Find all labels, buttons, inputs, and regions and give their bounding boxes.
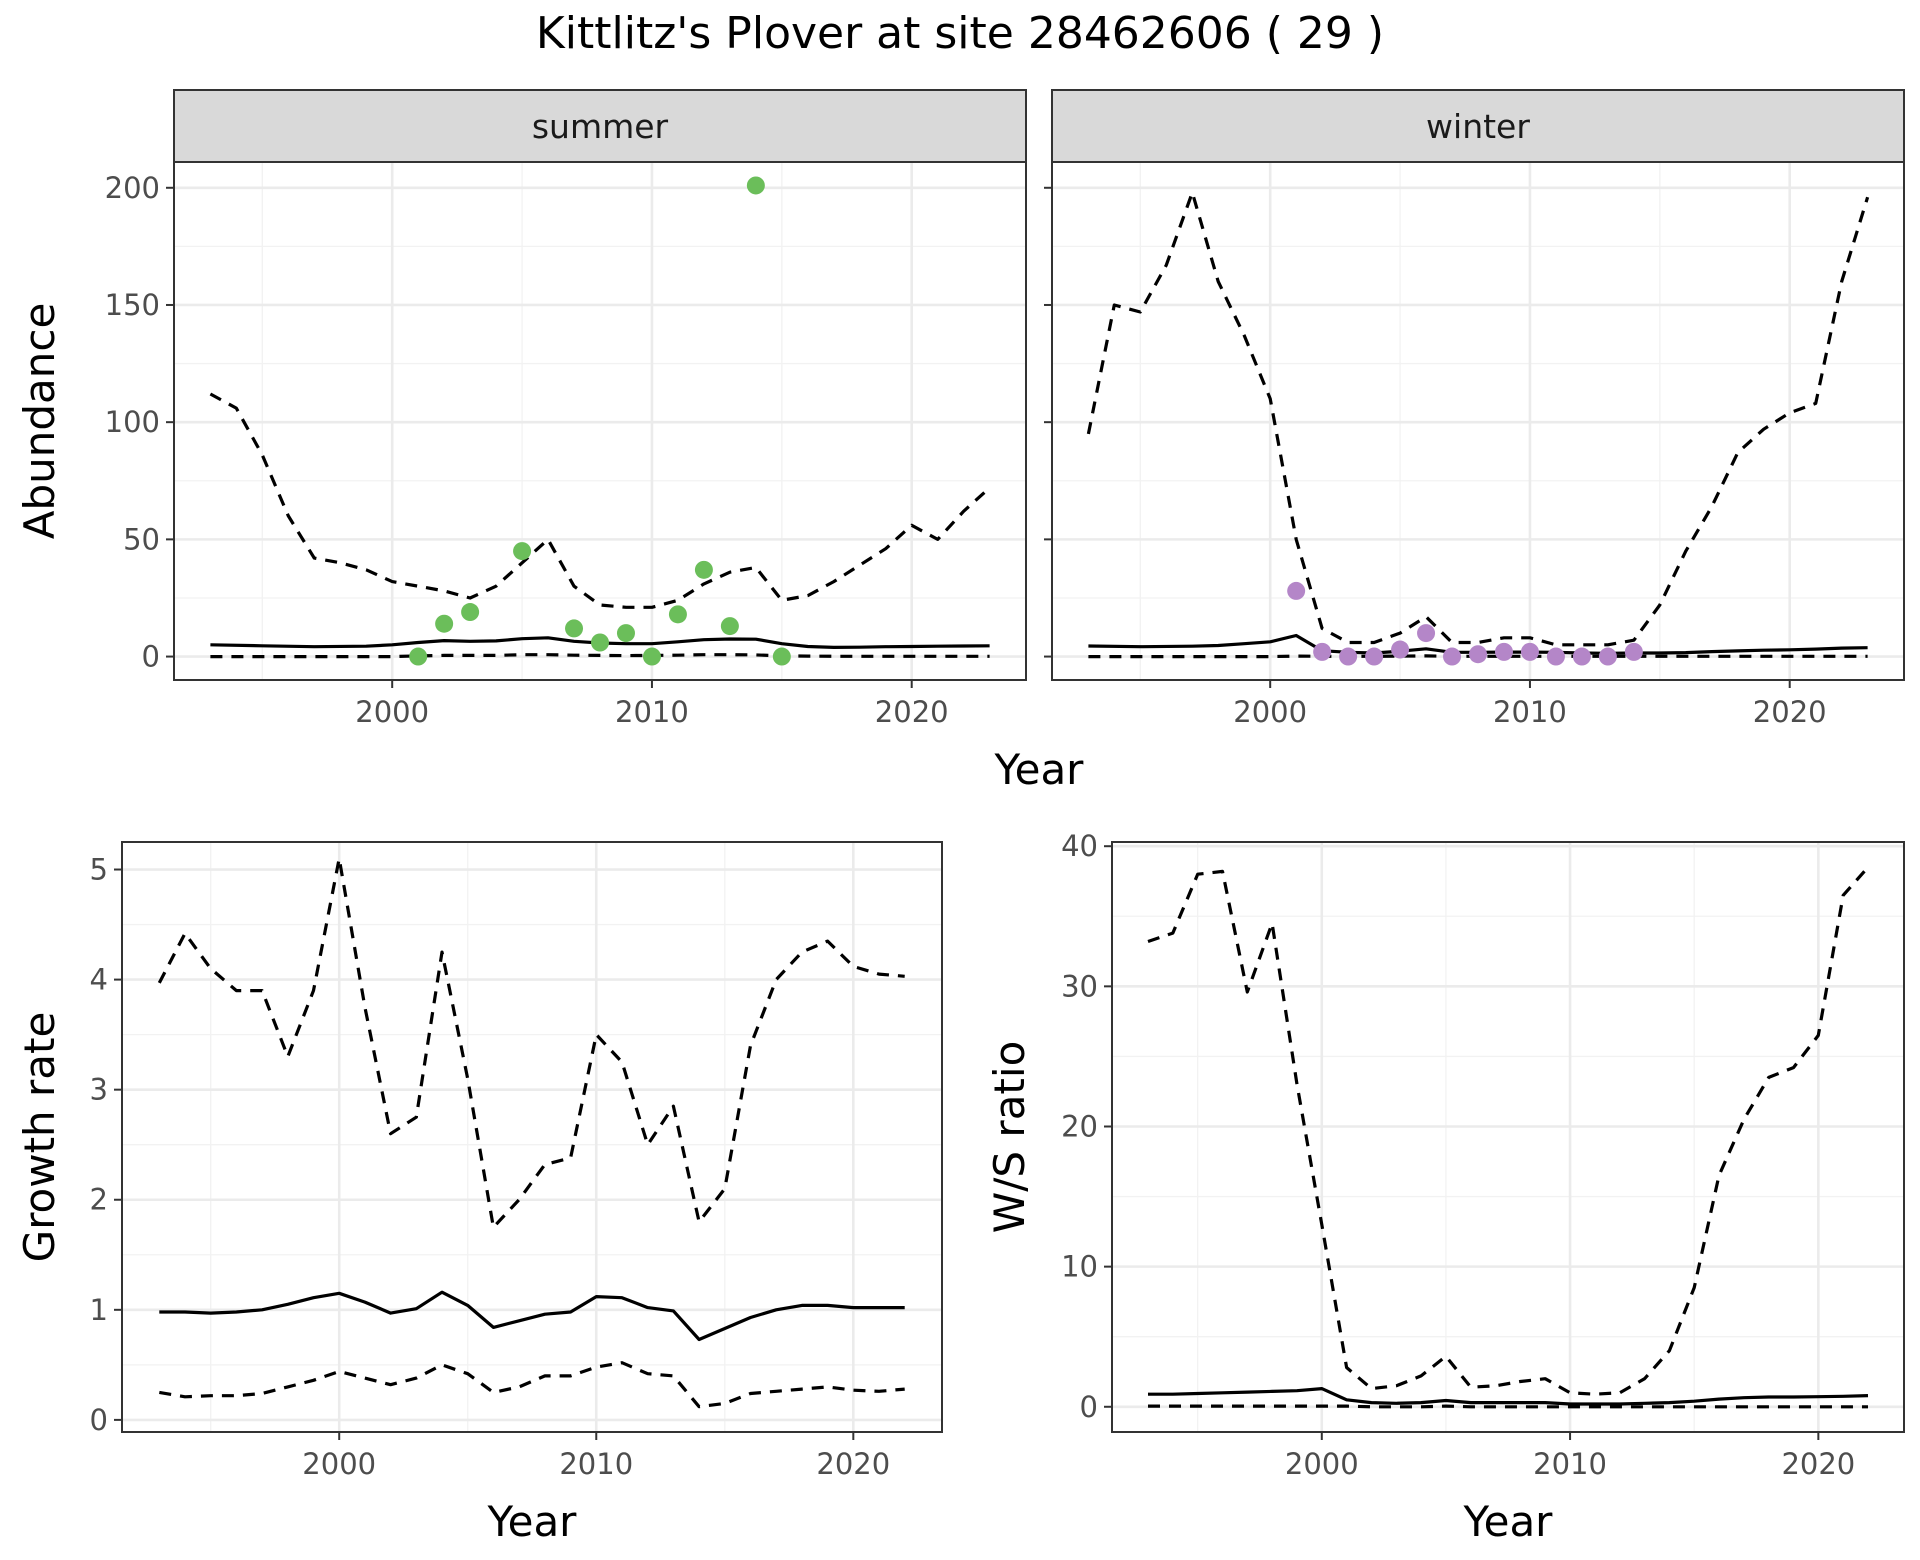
series-line-lower [159,1361,905,1409]
y-tick-label: 2 [90,1183,108,1217]
y-tick-label: 0 [90,1403,108,1437]
data-point-observed [409,647,428,666]
grid-growth [122,842,942,1432]
y-tick-label: 1 [90,1293,108,1327]
x-tick-label: 2000 [355,695,429,729]
data-point-observed [1469,645,1487,664]
panel-growth: 2000 2010 2020 0 1 2 3 4 5 Growth rate Year [15,841,943,1546]
data-point-observed [513,542,532,561]
series-line-lower [1148,1404,1868,1409]
strip-label-summer: summer [532,107,669,146]
chart-title: Kittlitz's Plover at site 28462606 ( 29 … [536,8,1384,59]
x-tick-label: 2000 [1285,1447,1359,1481]
data-point-observed [1339,647,1358,666]
y-tick-label: 20 [1061,1109,1098,1143]
x-tick-label: 2000 [1233,695,1307,729]
y-tick-label: 0 [1080,1390,1098,1424]
x-axis-title-ratio: Year [1463,1497,1554,1546]
data-point-observed [694,560,713,579]
series-winter [1086,190,1870,666]
data-point-observed [1572,647,1591,666]
series-growth [157,856,905,1409]
y-tick-label: 200 [105,171,160,205]
y-tick-label: 10 [1061,1250,1098,1284]
x-tick-label: 2020 [816,1447,890,1481]
plot-border-growth [121,841,943,1433]
x-axis-title-top: Year [994,745,1085,794]
plot-border-ratio [1111,841,1905,1433]
strip-summer [173,89,1027,163]
x-tick-label: 2000 [302,1447,376,1481]
plot-border-winter [1051,161,1905,681]
panel-summer: summer 2000 2010 2020 0 50 100 150 200 [105,89,1027,729]
axes-ratio: 2000 2010 2020 0 10 20 30 40 [1061,829,1855,1481]
data-point-observed [1313,642,1332,661]
data-point-observed [565,619,584,638]
x-axis-title-growth: Year [487,1497,578,1546]
data-point-observed [591,633,609,652]
y-tick-label: 50 [123,522,160,556]
series-line-upper [157,856,905,1229]
x-tick-label: 2020 [875,695,949,729]
data-point-observed [616,624,635,643]
y-axis-title-growth: Growth rate [15,1012,64,1263]
data-point-observed [642,647,661,666]
data-point-observed [461,603,480,622]
panel-ratio: 2000 2010 2020 0 10 20 30 40 W/S ratio Year [985,829,1905,1546]
data-point-observed [1443,647,1462,666]
x-tick-label: 2010 [1533,1447,1607,1481]
data-point-observed [1365,647,1384,666]
series-line-mean [159,1290,905,1342]
plot-border-summer [173,161,1027,681]
series-line-upper [1147,866,1870,1396]
y-tick-label: 4 [90,963,108,997]
data-point-observed [772,647,791,666]
data-point-observed [1391,640,1410,659]
data-point-observed [1546,647,1565,666]
series-ratio [1147,866,1870,1409]
series-line-upper [1086,190,1870,647]
y-tick-label: 5 [90,853,108,887]
series-line-lower [1088,654,1868,659]
grid-ratio [1112,842,1904,1432]
y-tick-label: 100 [105,405,160,439]
x-tick-label: 2020 [1753,695,1827,729]
data-point-observed [720,617,739,636]
x-tick-label: 2010 [1493,695,1567,729]
strip-winter [1051,89,1905,163]
series-line-mean [210,636,990,649]
data-point-observed [1520,642,1539,661]
y-axis-title-abundance: Abundance [15,303,64,540]
strip-label-winter: winter [1426,107,1530,146]
plot-background-ratio [1112,842,1904,1432]
series-line-lower [210,653,990,659]
y-axis-title-ratio: W/S ratio [985,1041,1034,1234]
x-tick-label: 2010 [615,695,689,729]
series-line-mean [1148,1387,1869,1406]
panel-winter: winter 2000 2010 2020 [1044,89,1905,729]
data-point-observed [1287,581,1306,600]
axes-growth: 2000 2010 2020 0 1 2 3 4 5 [90,853,891,1481]
data-point-observed [1624,642,1643,661]
y-tick-label: 30 [1061,969,1098,1003]
y-tick-label: 40 [1061,829,1098,863]
axes-summer: 2000 2010 2020 0 50 100 150 200 [105,171,949,729]
data-point-observed [1598,647,1617,666]
data-point-observed [1494,642,1513,661]
series-summer [209,176,991,666]
plot-background-growth [122,842,942,1432]
data-point-observed [746,176,765,195]
data-point-observed [668,605,687,624]
x-tick-label: 2010 [559,1447,633,1481]
y-tick-label: 150 [105,288,160,322]
axes-winter: 2000 2010 2020 [1044,186,1827,729]
data-point-observed [435,614,454,633]
y-tick-label: 3 [90,1073,108,1107]
y-tick-label: 0 [142,640,160,674]
data-point-observed [1417,624,1436,643]
x-tick-label: 2020 [1781,1447,1855,1481]
